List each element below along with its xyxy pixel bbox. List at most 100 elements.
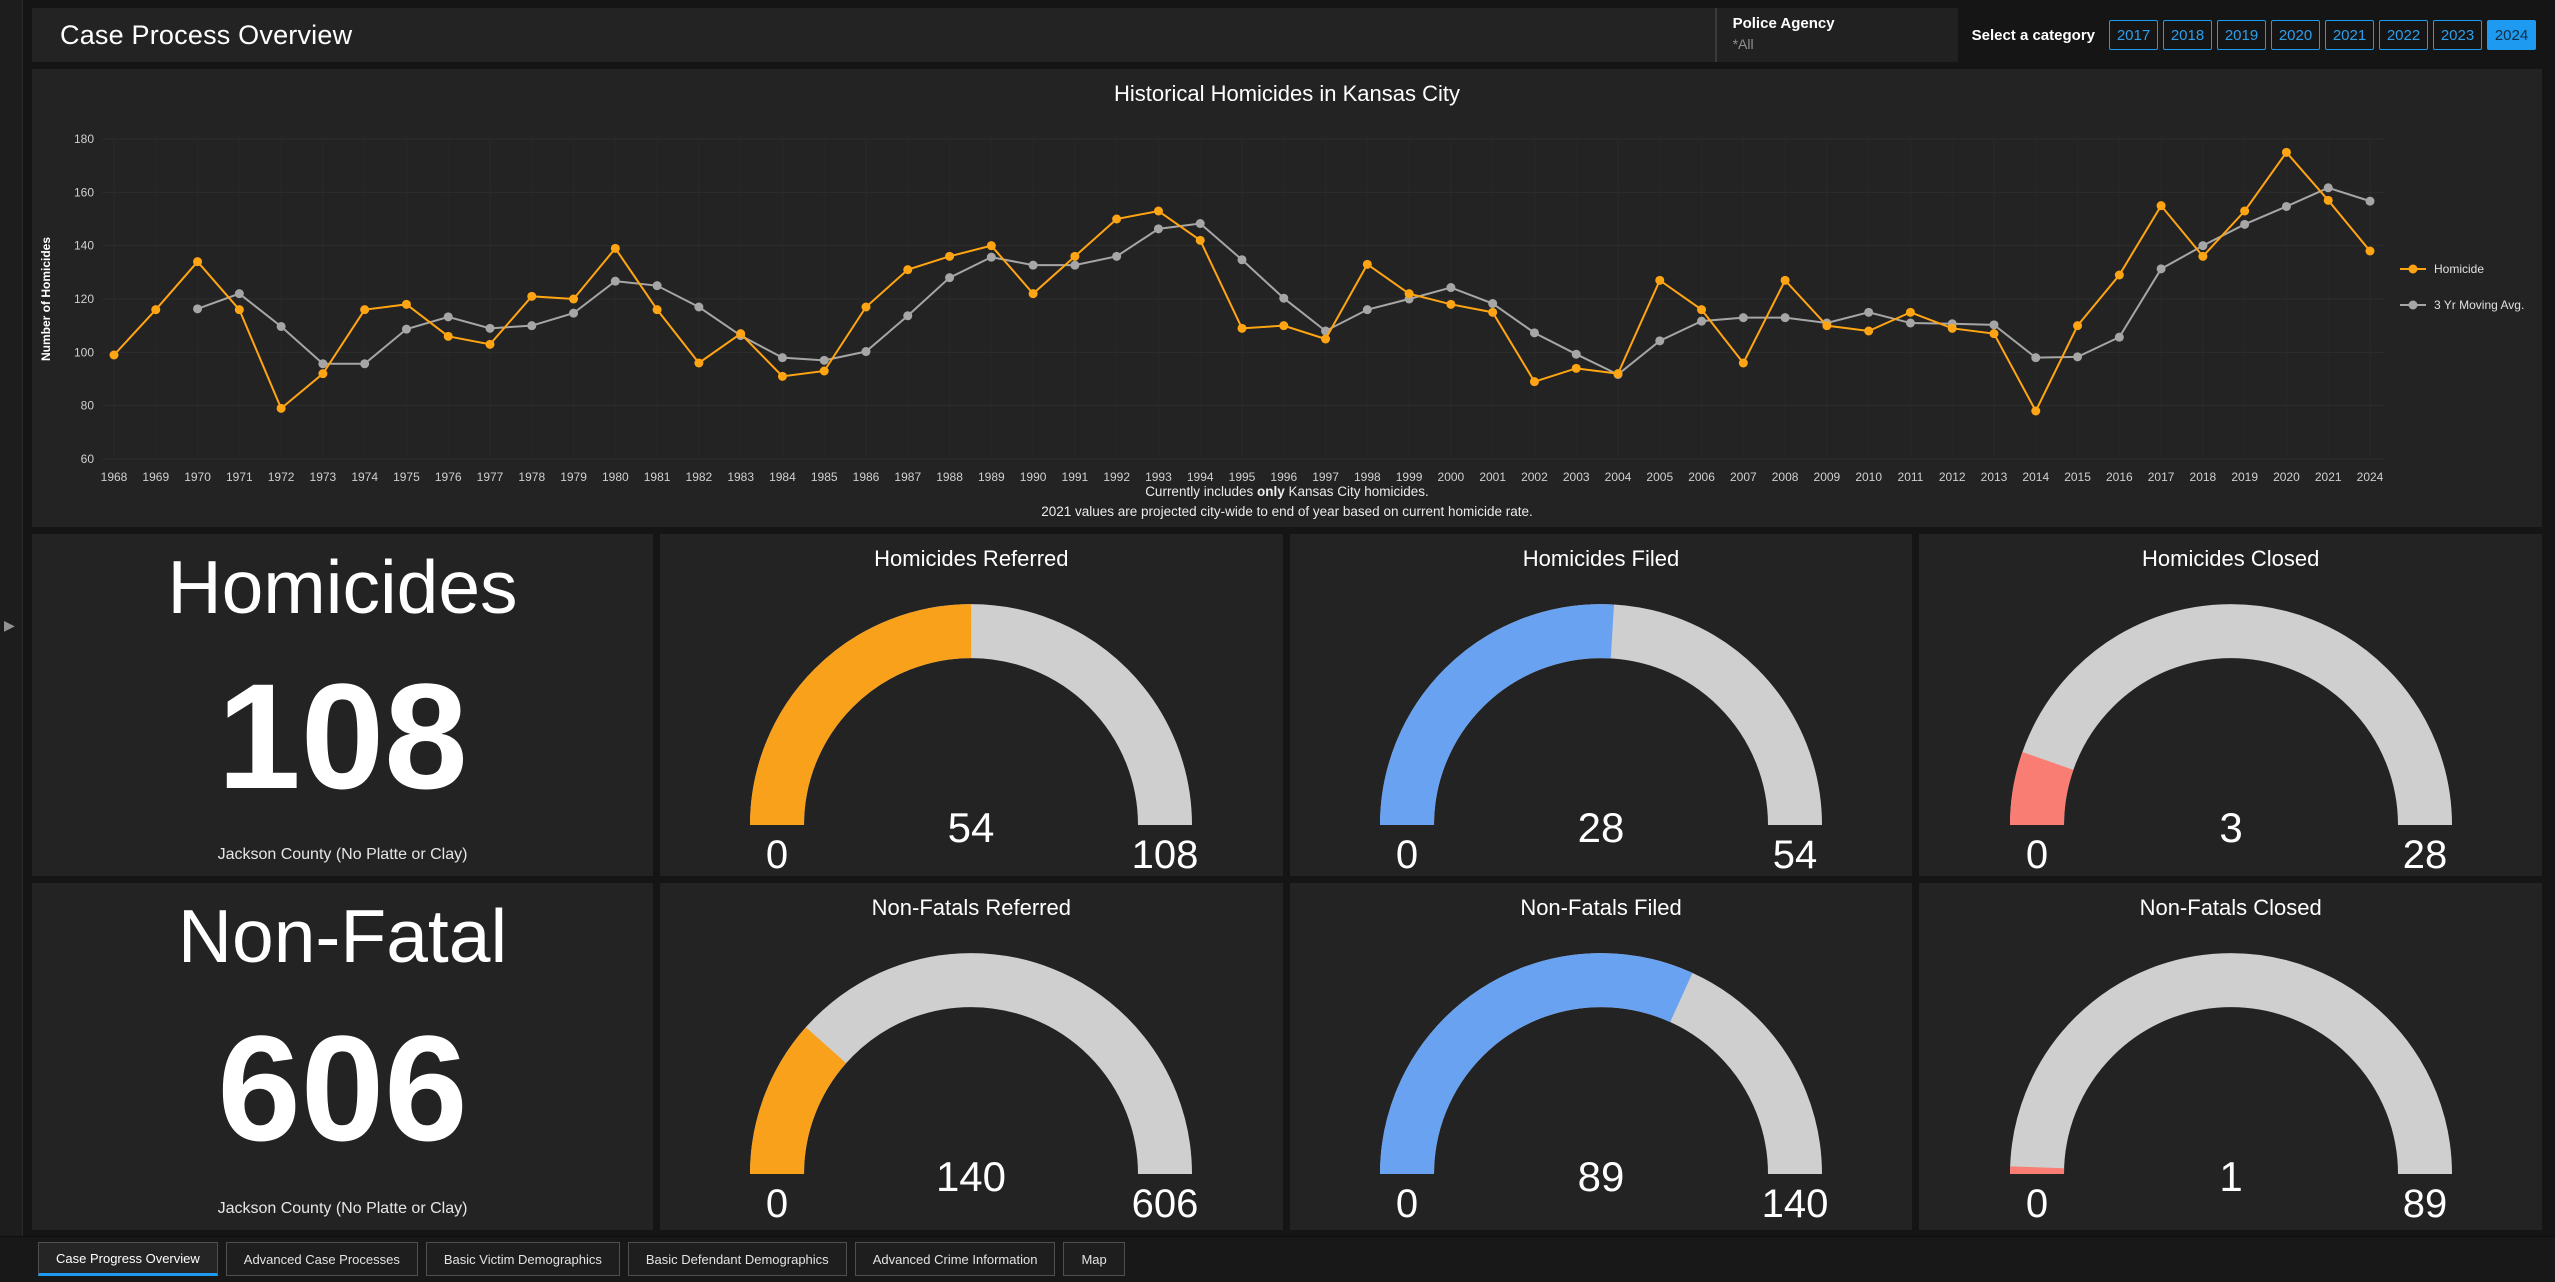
title-panel: Case Process Overview (32, 8, 1715, 62)
svg-text:2008: 2008 (1772, 470, 1799, 484)
svg-text:1975: 1975 (393, 470, 420, 484)
svg-text:1980: 1980 (602, 470, 629, 484)
homicides-line-chart: 60 80 100 120 140 160 180 1968 1969 1970 1971 1972 1… (39, 132, 2524, 484)
svg-text:1994: 1994 (1187, 470, 1214, 484)
gauge-fill (1380, 953, 1822, 1175)
svg-text:1995: 1995 (1229, 470, 1256, 484)
svg-text:1998: 1998 (1354, 470, 1381, 484)
police-agency-label: Police Agency (1732, 15, 1835, 32)
gauge-max-label: 54 (1773, 833, 1818, 870)
year-button-2018[interactable]: 2018 (2163, 20, 2212, 50)
svg-text:180: 180 (74, 132, 94, 146)
chart-title: Historical Homicides in Kansas City (1114, 81, 1460, 106)
homicides-row: Homicides 108 Jackson County (No Platte … (32, 534, 2543, 876)
svg-text:2019: 2019 (2231, 470, 2258, 484)
svg-text:2021: 2021 (2315, 470, 2342, 484)
year-button-2020[interactable]: 2020 (2271, 20, 2320, 50)
tab-basic-defendant-demographics[interactable]: Basic Defendant Demographics (627, 1242, 847, 1276)
svg-text:1991: 1991 (1062, 470, 1089, 484)
svg-text:1999: 1999 (1396, 470, 1423, 484)
svg-text:1996: 1996 (1270, 470, 1297, 484)
gauge-non-fatals-closed: Non-Fatals Closed 1 0 89 (1919, 883, 2543, 1230)
svg-text:1985: 1985 (811, 470, 838, 484)
homicide-series (109, 147, 2375, 416)
svg-text:1987: 1987 (894, 470, 921, 484)
svg-text:2002: 2002 (1521, 470, 1548, 484)
year-button-2024[interactable]: 2024 (2487, 20, 2536, 50)
svg-text:1970: 1970 (184, 470, 211, 484)
svg-text:100: 100 (74, 345, 94, 359)
svg-text:Homicide: Homicide (2434, 262, 2484, 276)
gauge-homicides-closed: Homicides Closed 3 0 28 (1919, 534, 2543, 876)
svg-text:1972: 1972 (268, 470, 295, 484)
svg-text:2016: 2016 (2106, 470, 2133, 484)
gauge-max-label: 28 (2402, 833, 2447, 870)
svg-text:2001: 2001 (1479, 470, 1506, 484)
non-fatal-row: Non-Fatal 606 Jackson County (No Platte … (32, 883, 2543, 1230)
gauge-track (2009, 604, 2452, 826)
tab-basic-victim-demographics[interactable]: Basic Victim Demographics (425, 1242, 620, 1276)
svg-text:2005: 2005 (1646, 470, 1673, 484)
chart-grid (102, 138, 2384, 460)
stat-value: 108 (217, 652, 468, 821)
stat-title: Non-Fatal (177, 894, 508, 978)
year-button-2023[interactable]: 2023 (2433, 20, 2482, 50)
police-agency-panel: Police Agency *All (1714, 8, 1958, 62)
tab-map[interactable]: Map (1063, 1242, 1125, 1276)
gauge-title: Non-Fatals Referred (871, 895, 1071, 920)
svg-text:1988: 1988 (936, 470, 963, 484)
expand-panel-icon[interactable]: ▶ (4, 617, 15, 633)
gauge-min-label: 0 (766, 833, 788, 870)
stat-subtitle: Jackson County (No Platte or Clay) (217, 846, 468, 863)
gauge-fill (750, 604, 1193, 826)
svg-text:1976: 1976 (435, 470, 462, 484)
year-button-2017[interactable]: 2017 (2109, 20, 2158, 50)
page-title: Case Process Overview (60, 19, 353, 50)
svg-text:2011: 2011 (1898, 470, 1924, 484)
svg-text:2007: 2007 (1730, 470, 1757, 484)
gauge-min-label: 0 (2026, 1182, 2048, 1219)
tab-advanced-crime-information[interactable]: Advanced Crime Information (854, 1242, 1056, 1276)
svg-text:1986: 1986 (853, 470, 880, 484)
year-button-group: 2017 2018 2019 2020 2021 2022 2023 2024 (2109, 20, 2536, 50)
gauge-non-fatals-filed: Non-Fatals Filed 89 0 140 (1289, 883, 1913, 1230)
svg-text:3 Yr Moving Avg.: 3 Yr Moving Avg. (2434, 298, 2524, 312)
gauge-chart: 1 0 89 (2009, 953, 2452, 1219)
svg-text:1974: 1974 (351, 470, 378, 484)
chart-axes: 60 80 100 120 140 160 180 1968 1969 1970 1971 1972 1… (39, 132, 2384, 484)
svg-text:2003: 2003 (1563, 470, 1590, 484)
gauge-title: Homicides Filed (1522, 546, 1680, 571)
gauge-fill (1380, 604, 1822, 826)
svg-text:1983: 1983 (727, 470, 754, 484)
tab-case-progress-overview[interactable]: Case Progress Overview (38, 1242, 218, 1276)
gauge-value: 3 (2219, 804, 2242, 851)
bottom-tab-bar: Case Progress Overview Advanced Case Proc… (0, 1236, 2555, 1282)
svg-text:1989: 1989 (978, 470, 1005, 484)
svg-text:2009: 2009 (1814, 470, 1841, 484)
year-button-2021[interactable]: 2021 (2325, 20, 2374, 50)
svg-text:120: 120 (74, 292, 94, 306)
stat-panel-non-fatal: Non-Fatal 606 Jackson County (No Platte … (32, 883, 653, 1230)
svg-text:1978: 1978 (518, 470, 545, 484)
year-button-2022[interactable]: 2022 (2379, 20, 2428, 50)
tab-advanced-case-processes[interactable]: Advanced Case Processes (225, 1242, 418, 1276)
stat-subtitle: Jackson County (No Platte or Clay) (217, 1200, 468, 1217)
gauge-chart: 54 0 108 (750, 604, 1199, 870)
svg-text:1984: 1984 (769, 470, 796, 484)
gauge-track (750, 953, 1193, 1175)
year-button-2019[interactable]: 2019 (2217, 20, 2266, 50)
police-agency-value[interactable]: *All (1732, 36, 1754, 52)
gauge-chart: 140 0 606 (750, 953, 1199, 1219)
svg-text:2020: 2020 (2273, 470, 2300, 484)
gauge-chart: 3 0 28 (2009, 604, 2452, 870)
gauge-value: 1 (2219, 1153, 2242, 1200)
gauge-value: 89 (1578, 1153, 1625, 1200)
collapsed-left-panel[interactable]: ▶ (0, 0, 23, 1236)
svg-text:2010: 2010 (1855, 470, 1882, 484)
gauge-max-label: 108 (1132, 833, 1199, 870)
gauge-min-label: 0 (1396, 833, 1418, 870)
svg-text:140: 140 (74, 239, 94, 253)
gauge-min-label: 0 (2026, 833, 2048, 870)
svg-text:2024: 2024 (2357, 470, 2384, 484)
